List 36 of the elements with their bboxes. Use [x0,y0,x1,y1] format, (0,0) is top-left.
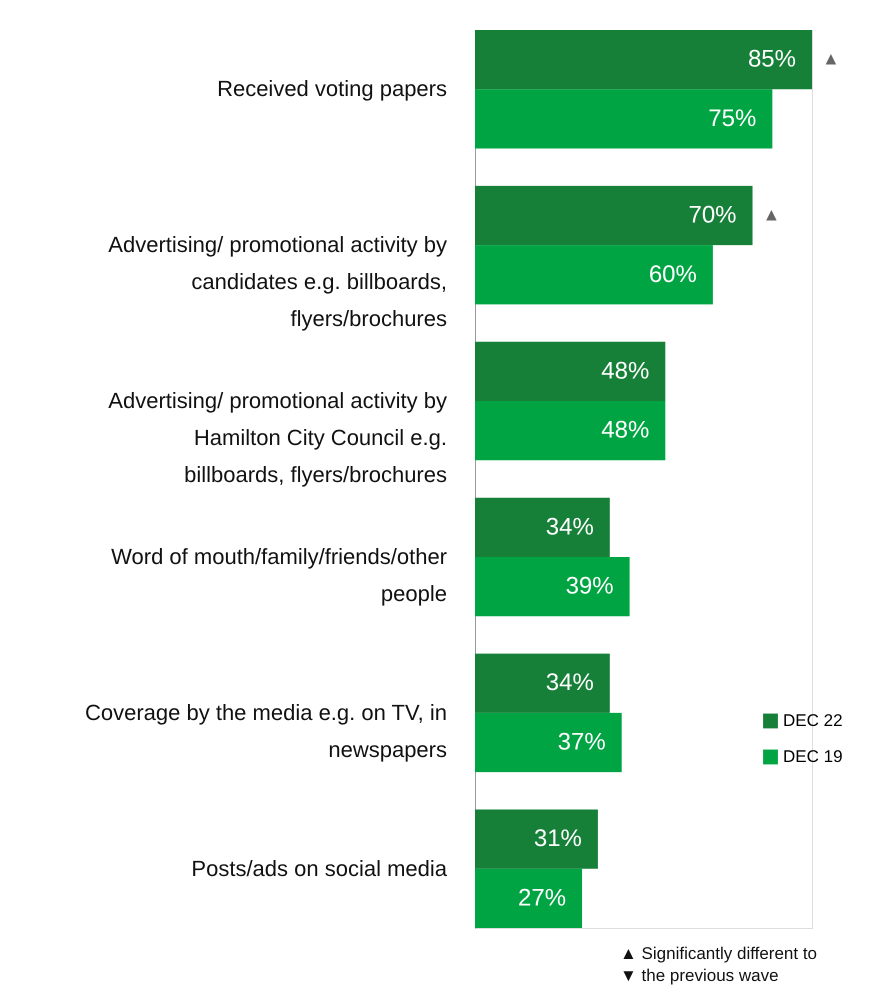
y-tick-label: Advertising/ promotional activity by Hamilton City Council e.g. billboards, flyers/brochures [108,388,447,488]
text: ▲ [822,48,840,69]
bar [475,810,598,869]
bar [475,245,713,304]
y-tick-label: Advertising/ promotional activity by candidates e.g. billboards, flyers/brochures [108,232,447,332]
bar [475,89,772,148]
text: ▲ Significantly different to [620,944,818,963]
y-tick-label: Word of mouth/family/friends/other people [111,544,447,606]
bar [475,868,582,928]
y-tick-label: Posts/ads on social media [191,856,448,881]
text: ▼ the previous wave [620,966,779,985]
data-label: 34% [546,669,594,696]
y-tick-label: Received voting papers [217,76,447,102]
data-label: 60% [648,260,697,288]
annotation: ▲ [762,204,780,225]
data-label: 48% [601,416,650,444]
legend-label: DEC 22 [783,710,843,730]
data-label: 48% [601,357,650,384]
bar [475,342,666,402]
y-tick-label: Coverage by the media e.g. on TV, in newspapers [84,700,447,762]
data-label: 85% [748,46,796,73]
legend-label: DEC 19 [783,746,843,766]
bar [475,30,812,90]
bar [475,186,753,246]
data-label: 39% [566,572,614,600]
data-label: 31% [534,825,582,852]
data-label: 27% [518,884,566,912]
bar [475,654,610,713]
bar [475,401,666,460]
data-label: 37% [558,728,606,756]
data-label: 70% [688,202,737,229]
data-label: 34% [546,513,594,540]
bar [475,556,630,616]
bar [475,712,622,772]
bar [475,498,610,557]
data-label: 75% [708,104,756,132]
